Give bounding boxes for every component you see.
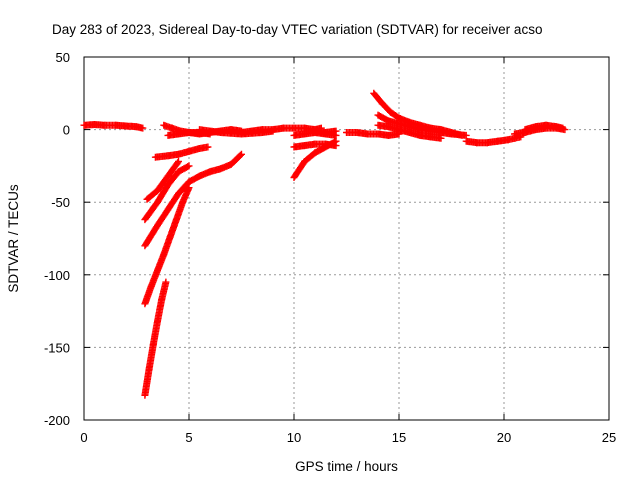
series-arc-1 xyxy=(80,121,147,132)
series-arc-6 xyxy=(151,143,212,161)
data-point xyxy=(174,159,182,167)
data-point xyxy=(236,151,244,159)
data-point xyxy=(162,278,170,286)
y-tick-label: -50 xyxy=(51,195,70,210)
series-arc-10 xyxy=(141,184,193,308)
series-arc-11 xyxy=(141,278,170,399)
plot-frame xyxy=(83,56,610,421)
data-marks xyxy=(80,89,569,399)
series-arc-22 xyxy=(521,121,567,134)
series-arc-13 xyxy=(290,137,340,181)
y-tick-label: 0 xyxy=(63,123,70,138)
series-arc-18 xyxy=(374,111,470,139)
data-point xyxy=(332,127,340,135)
data-point xyxy=(559,124,567,132)
data-point xyxy=(185,162,193,170)
x-tick-label: 5 xyxy=(185,430,192,445)
y-tick-label: -200 xyxy=(44,413,70,428)
data-point xyxy=(185,184,193,192)
y-axis-label: SDTVAR / TECUs xyxy=(6,184,21,293)
tick-labels: 0 5 10 15 20 25 -200 -150 -100 -50 0 50 xyxy=(44,50,616,445)
series-arc-16 xyxy=(343,129,403,139)
x-axis-label: GPS time / hours xyxy=(295,459,398,474)
data-point xyxy=(184,163,192,171)
data-point xyxy=(139,124,147,132)
axis-ticks xyxy=(83,56,610,421)
data-point xyxy=(204,143,212,151)
series-arc-5 xyxy=(238,124,325,136)
series-arc-15 xyxy=(311,127,340,136)
grid-lines xyxy=(84,57,609,420)
x-tick-label: 15 xyxy=(392,430,406,445)
x-tick-label: 10 xyxy=(287,430,301,445)
series-arc-19 xyxy=(374,121,445,142)
data-point xyxy=(437,134,445,142)
data-point xyxy=(238,150,245,158)
y-tick-label: -150 xyxy=(44,340,70,355)
series-arc-9 xyxy=(141,150,245,250)
x-tick-label: 0 xyxy=(80,430,87,445)
chart-title: Day 283 of 2023, Sidereal Day-to-day VTE… xyxy=(52,22,542,37)
x-tick-label: 20 xyxy=(497,430,511,445)
series-arc-8 xyxy=(141,162,193,224)
x-tick-label: 25 xyxy=(602,430,616,445)
data-point xyxy=(175,158,182,165)
y-tick-label: 50 xyxy=(56,50,70,65)
series-arc-7 xyxy=(143,158,182,203)
y-tick-label: -100 xyxy=(44,268,70,283)
